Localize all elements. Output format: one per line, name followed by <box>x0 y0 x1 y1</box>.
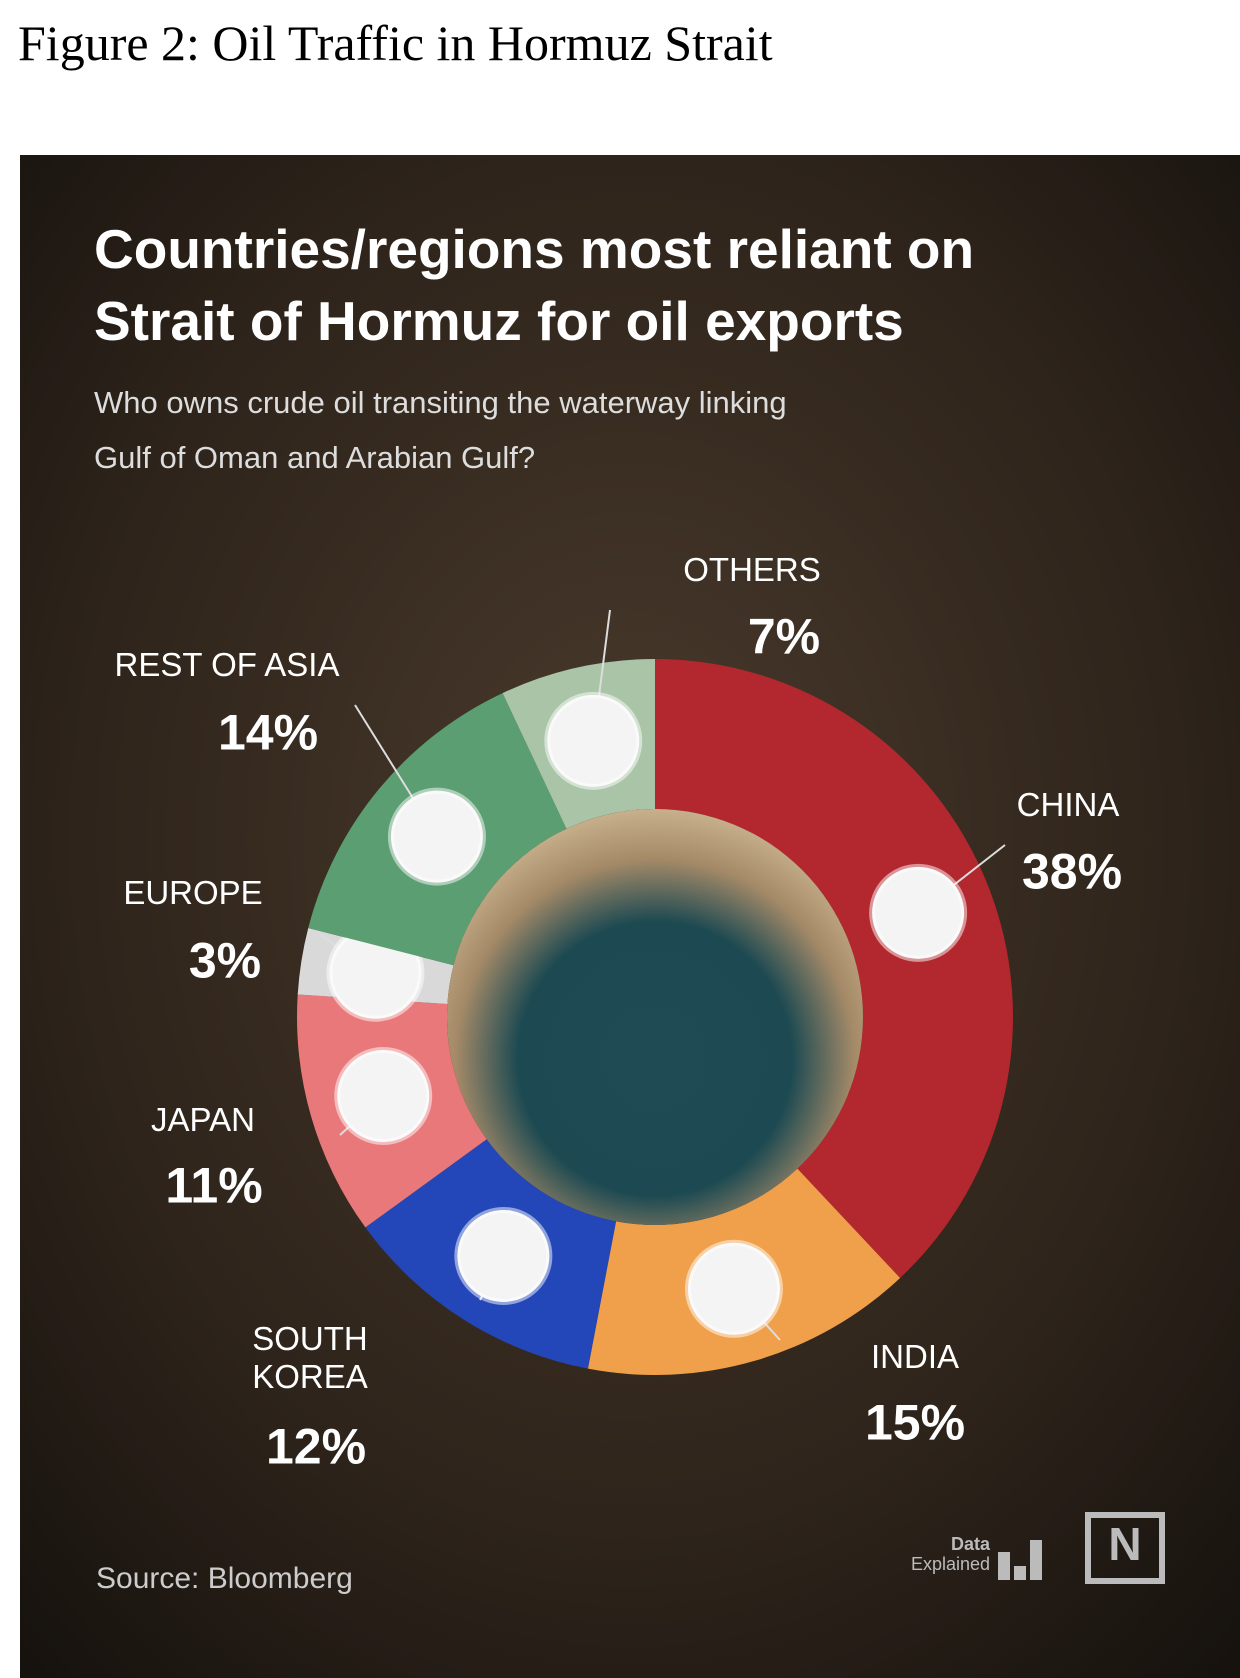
figure-caption: Figure 2: Oil Traffic in Hormuz Strait <box>18 15 773 71</box>
flag-icon <box>334 1046 433 1145</box>
value-label: 38% <box>1021 843 1123 900</box>
value-label: 7% <box>747 608 821 665</box>
source: Source: Bloomberg <box>96 1562 353 1595</box>
flag-icon <box>387 787 486 886</box>
category-label: SOUTH KOREA <box>252 1320 368 1395</box>
value-label: 3% <box>188 932 262 989</box>
flag-icon <box>454 1206 553 1305</box>
chart-title: Strait of Hormuz for oil exports <box>94 290 904 352</box>
chart-title: Countries/regions most reliant on <box>94 218 974 280</box>
chart-subtitle: Who owns crude oil transiting the waterw… <box>94 385 787 420</box>
brand-bar <box>998 1552 1010 1580</box>
flag-icon <box>869 863 968 962</box>
value-label: 15% <box>864 1394 966 1451</box>
category-label: INDIA <box>870 1338 960 1376</box>
brand-bar <box>1030 1540 1042 1580</box>
flag-icon <box>684 1239 783 1338</box>
brand-bar <box>1014 1566 1026 1580</box>
brand-mark: N <box>1108 1518 1141 1570</box>
donut-slice <box>655 659 1014 1278</box>
brand-text: Data <box>951 1534 991 1554</box>
value-label: 12% <box>265 1418 367 1475</box>
category-label: REST OF ASIA <box>114 646 340 684</box>
brand-box <box>1085 1512 1165 1584</box>
center-map <box>447 809 863 1225</box>
category-label: CHINA <box>1016 786 1120 824</box>
value-label: 11% <box>165 1157 263 1214</box>
category-label: EUROPE <box>123 874 263 912</box>
category-label: JAPAN <box>151 1101 255 1139</box>
chart-subtitle: Gulf of Oman and Arabian Gulf? <box>94 440 535 475</box>
flag-icon <box>544 691 643 790</box>
category-label: OTHERS <box>683 551 821 589</box>
brand-text: Explained <box>911 1554 990 1574</box>
value-label: 14% <box>217 704 319 761</box>
